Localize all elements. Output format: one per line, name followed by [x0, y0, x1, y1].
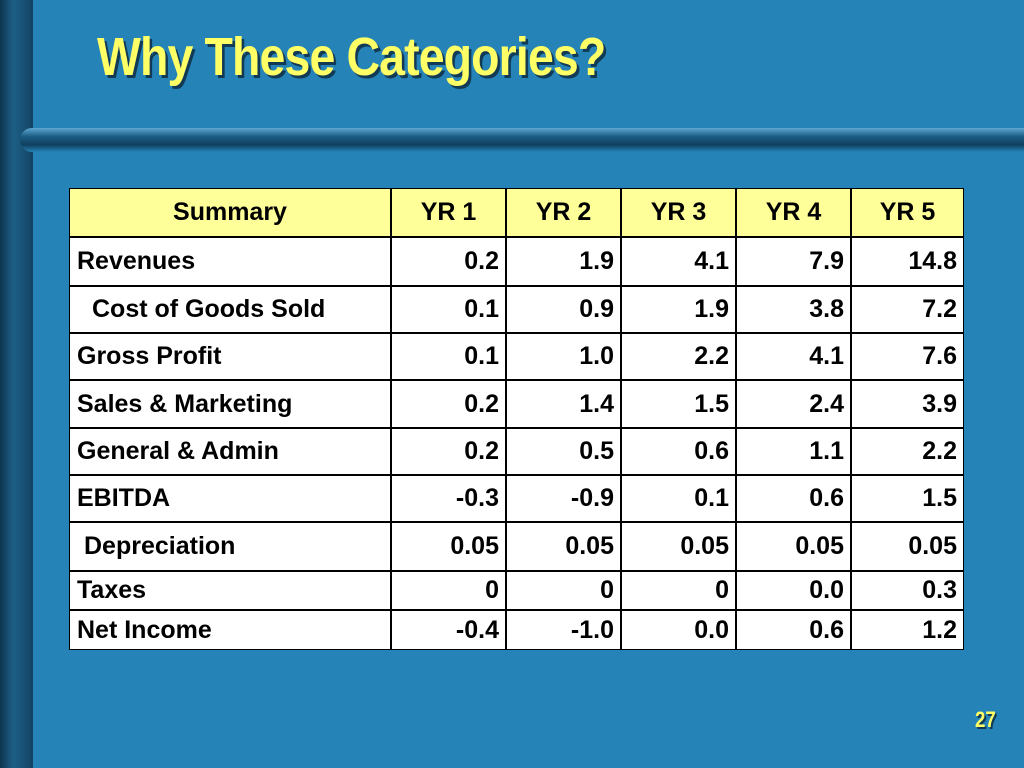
table-row: Revenues 0.2 1.9 4.1 7.9 14.8 [70, 238, 963, 287]
header-cell-yr1: YR 1 [392, 189, 507, 236]
table-row: Cost of Goods Sold 0.1 0.9 1.9 3.8 7.2 [70, 287, 963, 334]
summary-table: Summary YR 1 YR 2 YR 3 YR 4 YR 5 Revenue… [69, 188, 964, 650]
row-value: 0 [622, 572, 737, 609]
table-row: EBITDA -0.3 -0.9 0.1 0.6 1.5 [70, 476, 963, 523]
row-value: 14.8 [908, 247, 957, 275]
header-cell-yr4: YR 4 [737, 189, 852, 236]
table-row: Depreciation 0.05 0.05 0.05 0.05 0.05 [70, 523, 963, 572]
row-label: Net Income [70, 611, 392, 649]
row-value: -0.9 [507, 476, 622, 521]
row-value: 3.9 [922, 389, 957, 418]
table-header-row: Summary YR 1 YR 2 YR 3 YR 4 YR 5 [70, 189, 963, 238]
header-cell-summary: Summary [70, 189, 392, 236]
row-value: 4.1 [737, 334, 852, 379]
row-value: 0.0 [737, 572, 852, 609]
header-cell-yr3: YR 3 [622, 189, 737, 236]
row-value: 1.9 [622, 287, 737, 332]
row-value: -0.3 [392, 476, 507, 521]
row-value: 0.1 [392, 334, 507, 379]
row-value: 1.2 [922, 615, 957, 644]
row-value: -1.0 [507, 611, 622, 649]
table-row: General & Admin 0.2 0.5 0.6 1.1 2.2 [70, 429, 963, 476]
table-row: Gross Profit 0.1 1.0 2.2 4.1 7.6 [70, 334, 963, 381]
header-cell-yr5: YR 5 [879, 198, 936, 226]
row-value: 0.0 [622, 611, 737, 649]
row-value: 0.05 [908, 532, 957, 560]
row-label: Revenues [70, 238, 392, 285]
row-value: 1.5 [922, 484, 957, 512]
row-value: 2.4 [737, 381, 852, 427]
row-value: 0.05 [507, 523, 622, 570]
slide-title: Why These Categories? [97, 27, 606, 87]
row-value: 2.2 [922, 437, 957, 465]
row-value: 0 [507, 572, 622, 609]
row-value: 1.5 [622, 381, 737, 427]
row-value: 1.1 [737, 429, 852, 474]
row-label: Gross Profit [70, 334, 392, 379]
row-value: 0.9 [507, 287, 622, 332]
row-label: Cost of Goods Sold [70, 287, 392, 332]
row-label: Depreciation [70, 523, 392, 570]
row-value: 7.2 [922, 295, 957, 323]
row-value: 0.2 [392, 429, 507, 474]
row-label: Sales & Marketing [70, 381, 392, 427]
row-value: 2.2 [622, 334, 737, 379]
row-value: 0.1 [392, 287, 507, 332]
row-value: 1.0 [507, 334, 622, 379]
title-divider-rule [20, 128, 1024, 152]
row-label: Taxes [70, 572, 392, 609]
row-value: 0.2 [392, 381, 507, 427]
row-value: 7.6 [922, 342, 957, 370]
row-value: 7.9 [737, 238, 852, 285]
row-value: 1.9 [507, 238, 622, 285]
row-label: General & Admin [70, 429, 392, 474]
row-value: 0.5 [507, 429, 622, 474]
row-value: 0.05 [392, 523, 507, 570]
header-cell-yr2: YR 2 [507, 189, 622, 236]
row-value: 0.2 [392, 238, 507, 285]
row-label: EBITDA [70, 476, 392, 521]
row-value: 3.8 [737, 287, 852, 332]
table-row: Taxes 0 0 0 0.0 0.3 [70, 572, 963, 611]
row-value: 0 [392, 572, 507, 609]
left-bar-edge [30, 0, 33, 768]
row-value: 0.6 [737, 476, 852, 521]
row-value: 0.05 [737, 523, 852, 570]
row-value: 4.1 [622, 238, 737, 285]
row-value: 0.1 [622, 476, 737, 521]
table-row: Sales & Marketing 0.2 1.4 1.5 2.4 3.9 [70, 381, 963, 429]
row-value: 0.6 [622, 429, 737, 474]
row-value: 1.4 [507, 381, 622, 427]
row-value: 0.05 [622, 523, 737, 570]
left-decorative-bar [0, 0, 30, 768]
row-value: -0.4 [392, 611, 507, 649]
row-value: 0.3 [922, 576, 957, 604]
table-row: Net Income -0.4 -1.0 0.0 0.6 1.2 [70, 611, 963, 649]
page-number: 27 [975, 707, 996, 732]
row-value: 0.6 [737, 611, 852, 649]
